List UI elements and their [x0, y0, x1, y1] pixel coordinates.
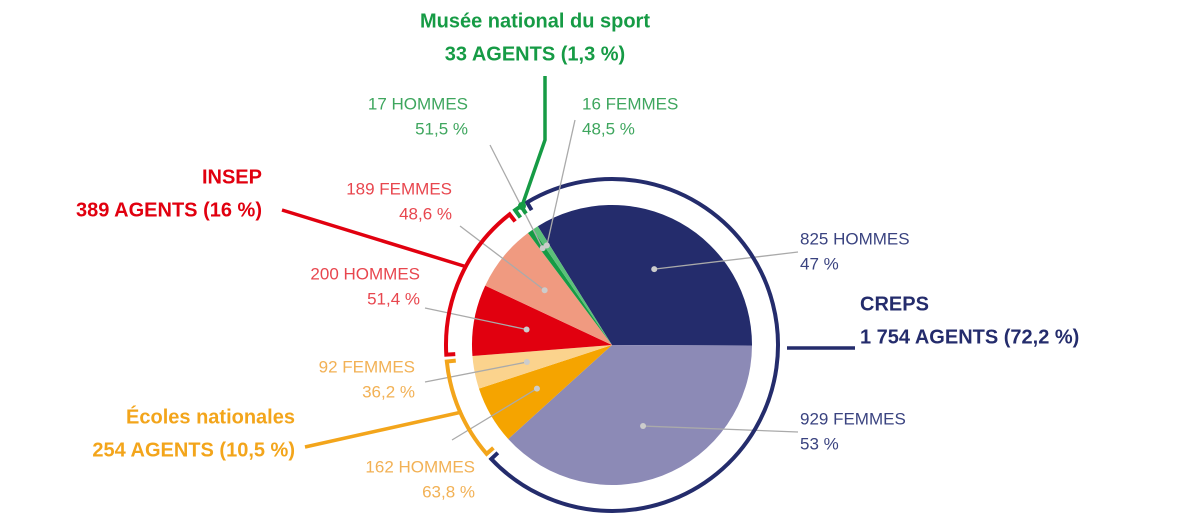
slice-label: 200 HOMMES — [310, 264, 420, 283]
slice-share: 48,5 % — [582, 119, 635, 138]
leader-dot — [523, 326, 530, 333]
group-arc — [444, 211, 517, 357]
group-total: 33 AGENTS (1,3 %) — [445, 43, 625, 65]
group-name: INSEP — [202, 166, 262, 188]
slice — [471, 285, 612, 357]
slice-share: 51,5 % — [415, 119, 468, 138]
slice-share: 36,2 % — [362, 382, 415, 401]
slice-share: 53 % — [800, 434, 839, 453]
slice — [485, 233, 612, 345]
slice — [532, 226, 612, 345]
slice — [508, 345, 752, 485]
leader-line — [459, 225, 546, 291]
group-total: 389 AGENTS (16 %) — [76, 199, 262, 221]
slice — [472, 345, 612, 389]
group-total: 254 AGENTS (10,5 %) — [92, 439, 295, 461]
group-connector — [520, 76, 547, 207]
group-connector — [281, 208, 468, 269]
leader-line — [546, 119, 576, 246]
slice-label: 92 FEMMES — [319, 357, 415, 376]
leader-dot — [541, 287, 548, 294]
group-connector — [304, 410, 463, 449]
leader-dot — [533, 385, 540, 392]
leader-line — [451, 388, 538, 441]
slice-label: 17 HOMMES — [368, 94, 468, 113]
connector-dot — [518, 202, 526, 210]
leader-dot — [523, 359, 530, 366]
leader-dot — [539, 245, 546, 252]
group-total: 1 754 AGENTS (72,2 %) — [860, 326, 1079, 348]
group-name: Écoles nationales — [126, 405, 295, 428]
leader-line — [424, 307, 527, 331]
slice-share: 48,6 % — [399, 204, 452, 223]
group-name: CREPS — [860, 293, 929, 315]
slice — [527, 229, 612, 345]
slice-share: 47 % — [800, 254, 839, 273]
leader-line — [489, 144, 544, 249]
slice — [537, 204, 752, 346]
leader-line — [643, 425, 799, 433]
leader-dot — [651, 266, 658, 273]
leader-line — [424, 361, 528, 383]
slice-label: 162 HOMMES — [365, 457, 475, 476]
slice — [478, 345, 612, 439]
slice-label: 929 FEMMES — [800, 409, 906, 428]
slice-share: 51,4 % — [367, 289, 420, 308]
group-arc — [488, 177, 780, 513]
slice-label: 825 HOMMES — [800, 229, 910, 248]
leader-line — [654, 251, 799, 270]
group-name: Musée national du sport — [420, 10, 650, 32]
slice-share: 63,8 % — [422, 482, 475, 501]
slice-label: 16 FEMMES — [582, 94, 678, 113]
slice-label: 189 FEMMES — [346, 179, 452, 198]
leader-dot — [543, 242, 550, 249]
leader-dot — [640, 423, 647, 430]
